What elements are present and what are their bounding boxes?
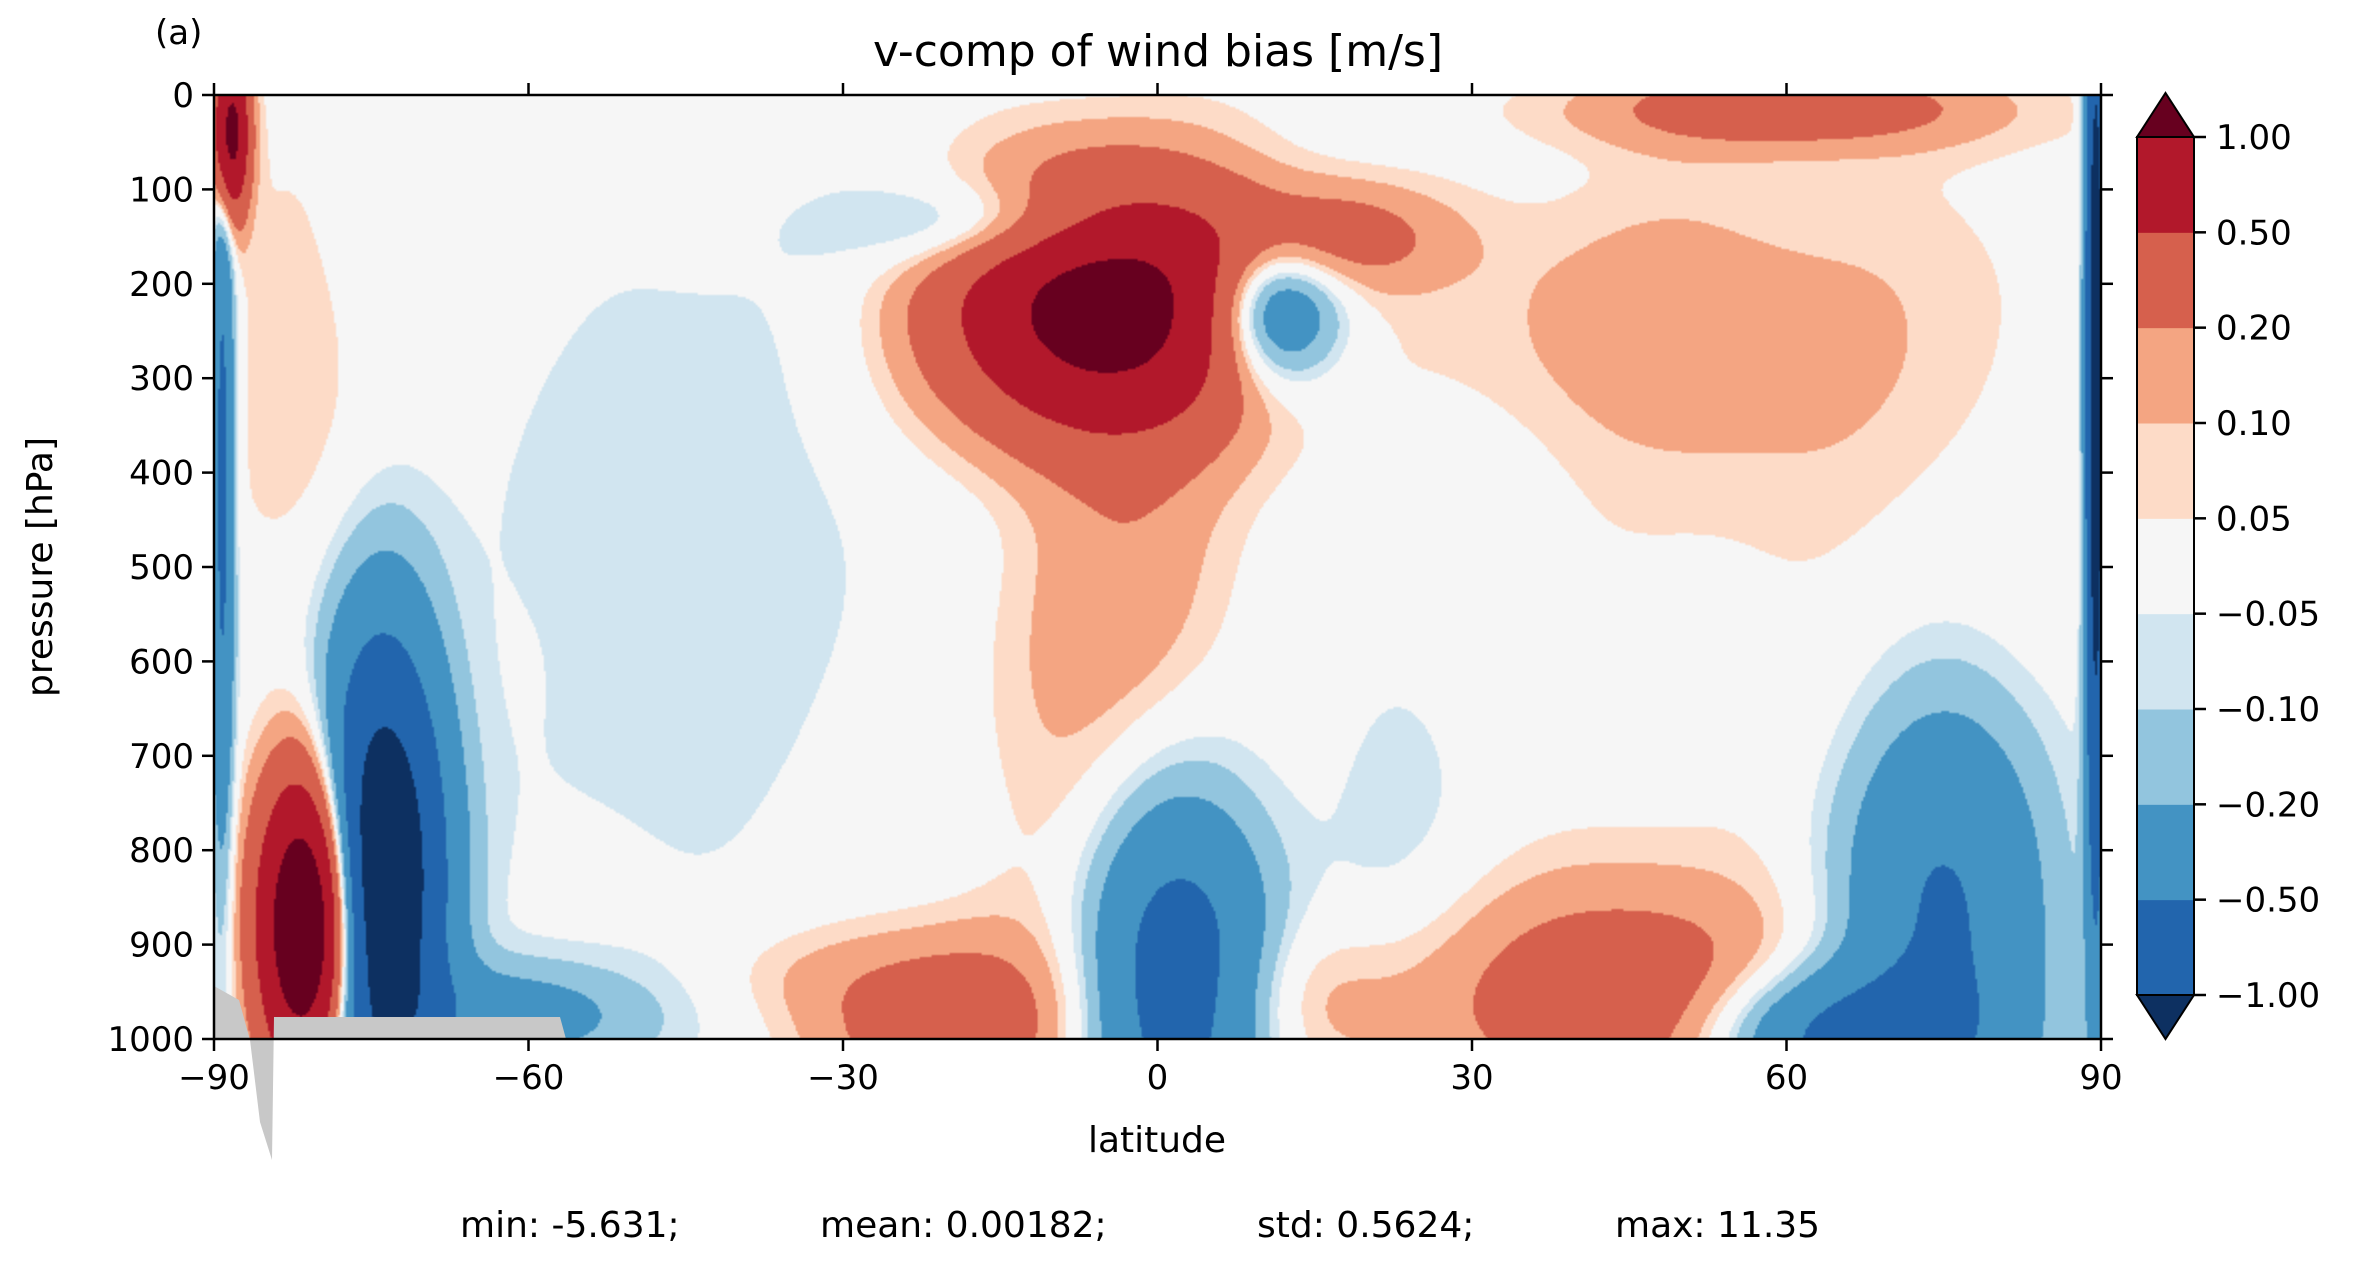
y-tick-label: 200 [129, 265, 194, 305]
colorbar-bin [2137, 804, 2194, 901]
colorbar-bin [2137, 327, 2194, 424]
colorbar-tick-label: −1.00 [2216, 976, 2320, 1016]
x-tick-label: −60 [493, 1058, 565, 1098]
y-tick-label: 300 [129, 359, 194, 399]
colorbar-bin [2137, 232, 2194, 329]
y-tick-label: 500 [129, 548, 194, 588]
stat-max: max: 11.35 [1615, 1205, 1820, 1246]
plot-area [212, 93, 2103, 1160]
y-tick-label: 700 [129, 737, 194, 777]
x-axis-label: latitude [1088, 1120, 1226, 1161]
x-tick-label: 90 [2079, 1058, 2122, 1098]
y-axis: 0 100 200 300 400 500 600 700 800 900 1000 [107, 76, 2113, 1060]
colorbar-bin [2137, 137, 2194, 233]
y-tick-label: 600 [129, 642, 194, 682]
colorbar-bin [2137, 899, 2194, 996]
stats-line: min: -5.631; mean: 0.00182; std: 0.5624;… [460, 1205, 1820, 1246]
colorbar-tick-label: 0.10 [2216, 404, 2292, 444]
x-tick-label: −30 [807, 1058, 879, 1098]
stat-min: min: -5.631; [460, 1205, 680, 1246]
y-tick-label: 400 [129, 454, 194, 494]
y-tick-label: 900 [129, 926, 194, 966]
topography-mask [214, 986, 566, 1160]
stat-std: std: 0.5624; [1257, 1205, 1474, 1246]
colorbar-tick-label: −0.10 [2216, 690, 2320, 730]
x-axis: −90 −60 −30 0 30 60 90 [178, 83, 2123, 1098]
chart-title: v-comp of wind bias [m/s] [873, 26, 1443, 77]
colorbar-bin [2137, 613, 2194, 710]
colorbar-tick-label: −0.20 [2216, 785, 2320, 825]
colorbar-tick-label: −0.05 [2216, 595, 2320, 635]
y-tick-label: 1000 [107, 1020, 194, 1060]
y-tick-label: 100 [129, 170, 194, 210]
colorbar-tick-label: 0.50 [2216, 213, 2292, 253]
y-tick-label: 800 [129, 831, 194, 871]
colorbar-frame [2136, 136, 2195, 996]
colorbar-tick-label: −0.50 [2216, 881, 2320, 921]
x-tick-label: 60 [1765, 1058, 1808, 1098]
colorbar-bin [2137, 423, 2194, 519]
colorbar-extend-max [2135, 91, 2196, 138]
contour-field [214, 95, 2101, 1039]
stat-mean: mean: 0.00182; [820, 1205, 1107, 1246]
colorbar-tick-label: 1.00 [2216, 118, 2292, 158]
colorbar: −1.00 −0.50 −0.20 −0.10 −0.05 0.05 0.10 0.20 0.5… [2135, 91, 2320, 1041]
colorbar-tick-label: 0.05 [2216, 499, 2292, 539]
y-tick-label: 0 [172, 76, 194, 116]
colorbar-bin [2137, 518, 2194, 615]
x-tick-label: 30 [1450, 1058, 1493, 1098]
colorbar-extend-min [2135, 994, 2196, 1041]
x-tick-label: −90 [178, 1058, 250, 1098]
colorbar-bin [2137, 709, 2194, 805]
x-tick-label: 0 [1147, 1058, 1169, 1098]
colorbar-tick-label: 0.20 [2216, 309, 2292, 349]
panel-label: (a) [155, 13, 202, 53]
y-axis-label: pressure [hPa] [20, 437, 61, 697]
